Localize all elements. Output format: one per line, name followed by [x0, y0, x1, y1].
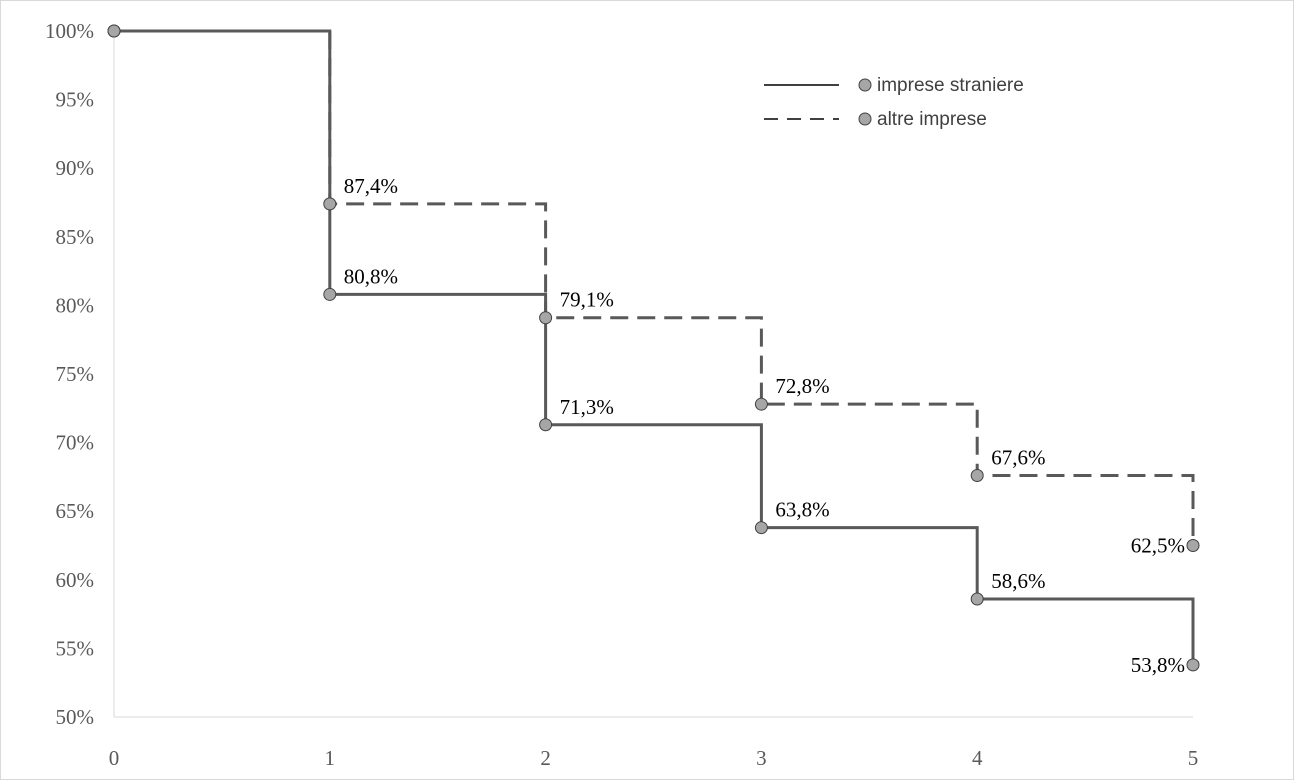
y-tick-label: 75%	[56, 362, 95, 386]
y-tick-label: 70%	[56, 431, 95, 455]
data-labels: 80,8% 71,3% 63,8% 58,6% 53,8% 87,4% 79,1% 72,8%…	[344, 174, 1185, 677]
data-label-imprese-straniere: 80,8%	[344, 264, 398, 288]
data-point-imprese-straniere	[970, 592, 984, 606]
x-tick-label: 1	[325, 746, 336, 770]
data-points	[107, 24, 1200, 672]
data-point-imprese-straniere	[539, 418, 553, 432]
data-label-altre-imprese: 72,8%	[775, 374, 829, 398]
y-tick-label: 55%	[56, 636, 95, 660]
x-tick-label: 4	[972, 746, 983, 770]
x-tick-label: 3	[756, 746, 767, 770]
data-label-altre-imprese: 87,4%	[344, 174, 398, 198]
y-tick-label: 90%	[56, 156, 95, 180]
legend-marker-imprese-straniere	[858, 78, 872, 92]
data-point-altre-imprese	[539, 311, 553, 325]
data-label-imprese-straniere: 63,8%	[775, 498, 829, 522]
x-tick-label: 5	[1188, 746, 1199, 770]
data-label-altre-imprese: 62,5%	[1131, 534, 1185, 558]
legend: imprese straniere altre imprese	[764, 75, 1024, 130]
data-point-altre-imprese	[107, 24, 121, 38]
x-tick-label: 2	[540, 746, 551, 770]
y-tick-label: 80%	[56, 293, 95, 317]
legend-label-imprese-straniere: imprese straniere	[877, 75, 1024, 96]
y-tick-label: 95%	[56, 88, 95, 112]
y-tick-label: 100%	[45, 19, 94, 43]
data-point-altre-imprese	[1186, 539, 1200, 552]
data-label-altre-imprese: 79,1%	[560, 288, 614, 312]
data-point-imprese-straniere	[323, 287, 337, 301]
y-tick-label: 60%	[56, 568, 95, 592]
legend-marker-altre-imprese	[858, 112, 872, 126]
axes: 50% 55% 60% 65% 70% 75% 80% 85% 90% 95% 100% 0 1 2 3 4 5	[45, 19, 1198, 770]
x-tick-label: 0	[109, 746, 120, 770]
data-point-altre-imprese	[754, 397, 768, 411]
y-tick-label: 85%	[56, 225, 95, 249]
data-label-imprese-straniere: 71,3%	[560, 395, 614, 419]
data-label-imprese-straniere: 53,8%	[1131, 653, 1185, 677]
data-label-altre-imprese: 67,6%	[991, 446, 1045, 470]
data-point-altre-imprese	[970, 469, 984, 483]
y-tick-label: 65%	[56, 499, 95, 523]
data-point-imprese-straniere	[1186, 658, 1200, 672]
legend-label-altre-imprese: altre imprese	[877, 109, 987, 130]
data-label-imprese-straniere: 58,6%	[991, 569, 1045, 593]
data-point-imprese-straniere	[754, 521, 768, 535]
data-point-altre-imprese	[323, 197, 337, 211]
y-tick-label: 50%	[56, 705, 95, 729]
